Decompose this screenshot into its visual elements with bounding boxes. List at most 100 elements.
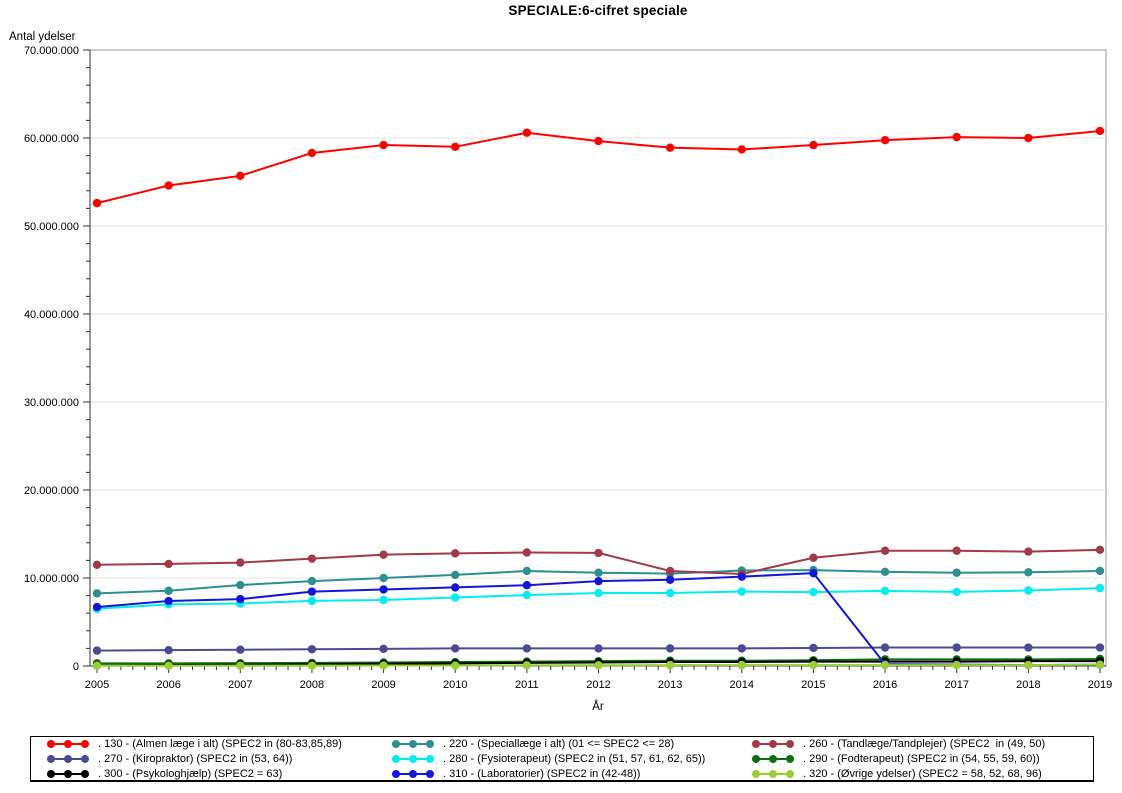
legend-label-310: . 310 - (Laboratorier) (SPEC2 in (42-48)… — [443, 767, 641, 780]
x-tick-label: 2019 — [1088, 679, 1112, 691]
legend-label-290: . 290 - (Fodterapeut) (SPEC2 in (54, 55,… — [803, 752, 1040, 765]
x-tick-label: 2017 — [944, 679, 968, 691]
series-point-280 — [809, 587, 818, 597]
series-point-310 — [307, 587, 317, 596]
series-point-270 — [92, 646, 102, 655]
series-point-130 — [952, 132, 961, 142]
series-point-130 — [809, 140, 818, 150]
legend-item-270: . 270 - (Kiropraktor) (SPEC2 in (53, 64)… — [45, 751, 390, 766]
series-point-280 — [594, 588, 603, 598]
series-point-260 — [952, 546, 961, 555]
series-point-270 — [236, 645, 245, 654]
series-point-320 — [451, 661, 460, 670]
series-point-310 — [92, 602, 102, 612]
x-tick-label: 2005 — [85, 679, 109, 691]
series-point-310 — [164, 596, 173, 606]
series-point-270 — [952, 643, 961, 652]
series-point-220 — [952, 568, 961, 577]
series-point-130 — [665, 143, 675, 152]
series-point-260 — [164, 559, 173, 569]
series-point-280 — [737, 587, 746, 596]
series-point-280 — [665, 588, 675, 598]
series-point-260 — [236, 558, 245, 567]
chart-title: SPECIALE:6-cifret speciale — [508, 3, 688, 18]
legend-label-270: . 270 - (Kiropraktor) (SPEC2 in (53, 64)… — [98, 752, 293, 765]
series-point-320 — [880, 660, 890, 670]
series-point-320 — [164, 661, 173, 670]
series-point-310 — [737, 572, 746, 581]
legend-label-220: . 220 - (Speciallæge i alt) (01 <= SPEC2… — [443, 737, 675, 750]
legend: . 130 - (Almen læge i alt) (SPEC2 in (80… — [30, 736, 1094, 782]
series-point-320 — [236, 661, 245, 670]
x-tick-label: 2012 — [586, 679, 610, 691]
x-tick-label: 2010 — [443, 679, 467, 691]
series-point-270 — [379, 644, 388, 654]
series-point-260 — [809, 553, 818, 562]
y-tick-label: 70.000.000 — [24, 45, 79, 57]
series-point-280 — [880, 586, 890, 596]
series-point-270 — [307, 645, 317, 654]
series-point-270 — [880, 643, 890, 652]
series-point-220 — [451, 570, 460, 580]
plot-area: 0 10.000.000 20.000.000 30.000.000 40.000.00… — [24, 45, 1112, 691]
series-point-320 — [379, 661, 388, 670]
legend-item-300: . 300 - (Psykologhjælp) (SPEC2 = 63) — [45, 766, 390, 781]
series-point-130 — [522, 128, 532, 137]
x-tick-label: 2006 — [156, 679, 180, 691]
series-point-130 — [594, 136, 603, 146]
series-point-260 — [880, 546, 890, 555]
series-point-220 — [594, 568, 603, 577]
y-tick-label: 20.000.000 — [24, 485, 79, 497]
legend-label-130: . 130 - (Almen læge i alt) (SPEC2 in (80… — [98, 737, 342, 750]
series-point-280 — [1095, 583, 1105, 593]
legend-marker-260 — [752, 739, 794, 748]
x-tick-label: 2013 — [658, 679, 682, 691]
legend-marker-130 — [47, 739, 89, 748]
series-point-280 — [307, 596, 317, 606]
series-point-270 — [1024, 643, 1033, 652]
series-point-320 — [1095, 660, 1105, 669]
series-point-260 — [379, 550, 388, 559]
series-point-270 — [522, 644, 532, 653]
series-point-270 — [665, 644, 675, 653]
y-tick-label: 60.000.000 — [24, 133, 79, 145]
series-point-270 — [737, 644, 746, 653]
series-point-280 — [379, 595, 388, 605]
series-point-280 — [952, 587, 961, 597]
legend-marker-290 — [752, 754, 794, 763]
legend-item-220: . 220 - (Speciallæge i alt) (01 <= SPEC2… — [390, 736, 750, 751]
series-point-220 — [1095, 566, 1105, 576]
series-point-280 — [451, 593, 460, 602]
series-point-220 — [522, 566, 532, 576]
legend-label-280: . 280 - (Fysioterapeut) (SPEC2 in (51, 5… — [443, 752, 706, 765]
series-point-220 — [379, 573, 388, 583]
x-tick-label: 2009 — [371, 679, 395, 691]
legend-label-260: . 260 - (Tandlæge/Tandplejer) (SPEC2 in … — [803, 737, 1046, 750]
y-tick-label: 0 — [73, 661, 79, 673]
series-point-320 — [307, 661, 317, 670]
series-point-320 — [665, 660, 675, 670]
series-point-260 — [1024, 547, 1033, 556]
y-tick-label: 10.000.000 — [24, 573, 79, 585]
legend-label-320: . 320 - (Øvrige ydelser) (SPEC2 = 58, 52… — [803, 767, 1042, 780]
x-tick-label: 2015 — [801, 679, 825, 691]
x-tick-label: 2011 — [515, 679, 539, 691]
x-tick-label: 2007 — [228, 679, 252, 691]
y-tick-label: 50.000.000 — [24, 221, 79, 233]
series-point-220 — [164, 586, 173, 595]
x-tick-label: 2018 — [1016, 679, 1040, 691]
series-point-320 — [952, 660, 961, 670]
legend-label-300: . 300 - (Psykologhjælp) (SPEC2 = 63) — [98, 767, 283, 780]
series-point-320 — [594, 661, 603, 670]
series-point-130 — [451, 142, 460, 151]
y-tick-label: 40.000.000 — [24, 309, 79, 321]
series-point-130 — [236, 171, 245, 181]
series-point-320 — [737, 660, 746, 670]
series-point-220 — [236, 580, 245, 590]
y-tick-label: 30.000.000 — [24, 397, 79, 409]
y-axis-title: Antal ydelser — [9, 31, 76, 43]
x-axis-title: År — [592, 701, 604, 713]
legend-marker-300 — [47, 769, 89, 778]
series-point-220 — [92, 589, 102, 598]
legend-marker-220 — [392, 739, 434, 748]
